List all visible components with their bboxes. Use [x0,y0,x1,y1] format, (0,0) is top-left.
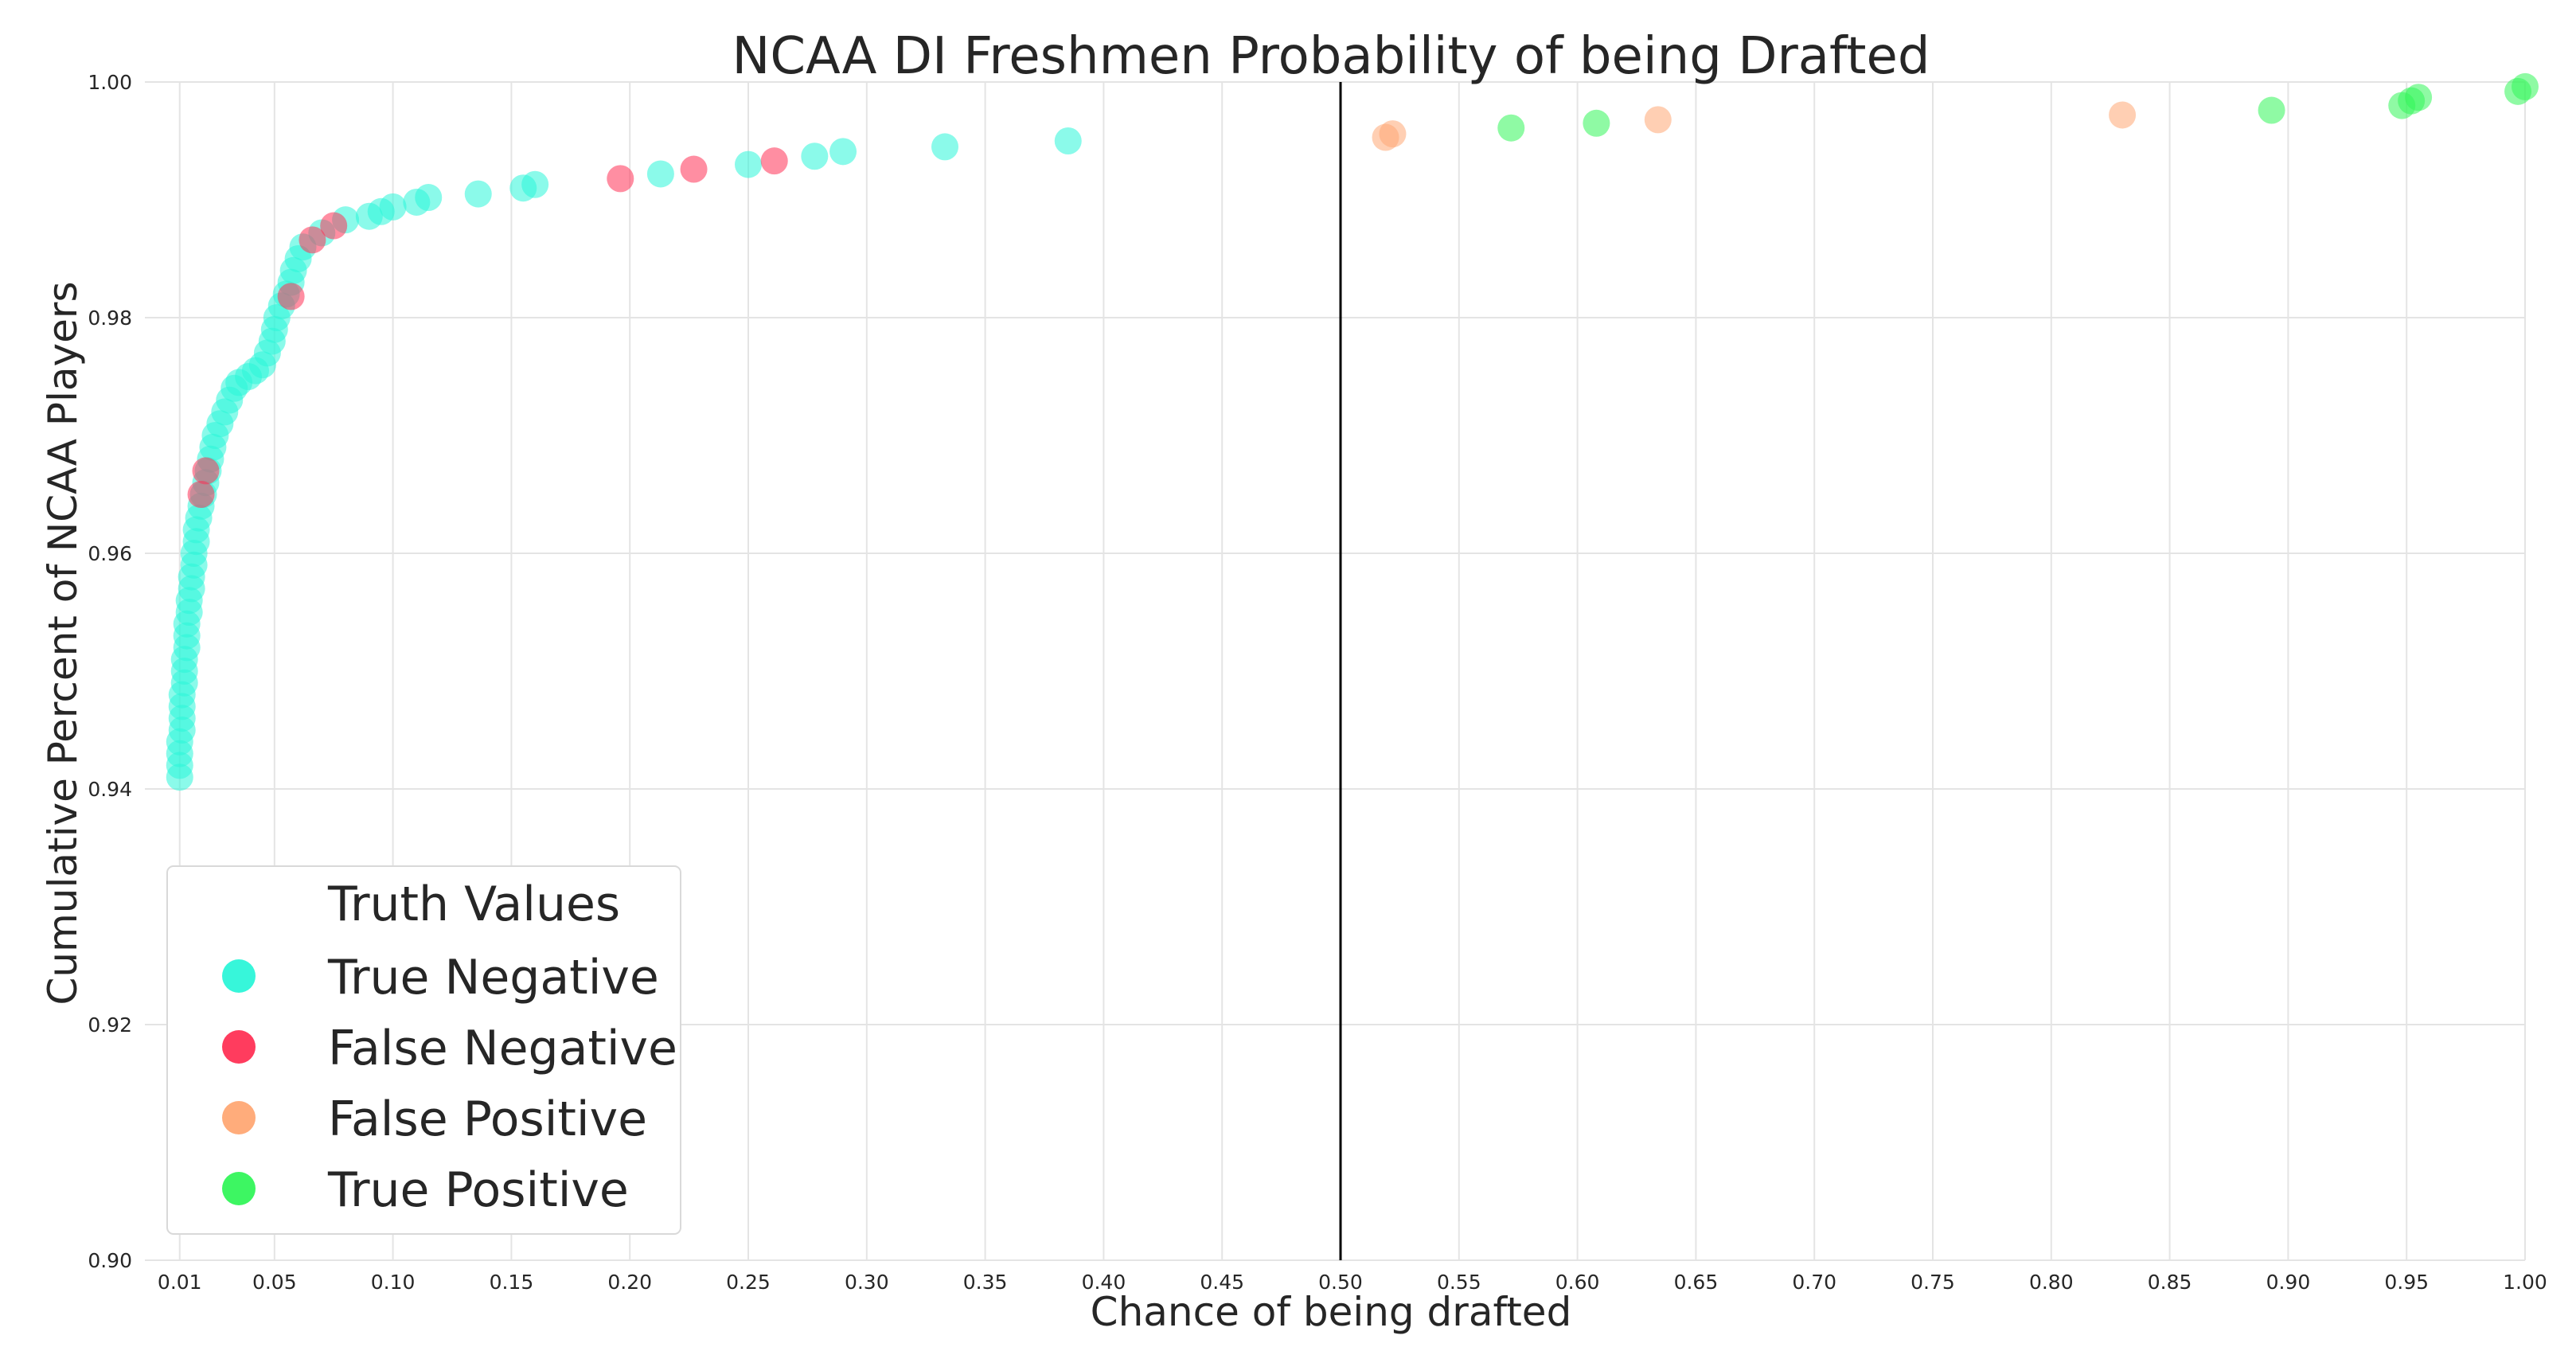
y-axis-label: Cumulative Percent of NCAA Players [40,281,86,1005]
data-point [2109,101,2137,129]
legend-label: False Positive [328,1091,647,1147]
legend-marker [222,1030,256,1064]
x-tick-label: 0.60 [1555,1271,1600,1294]
x-tick-label: 0.65 [1674,1271,1719,1294]
x-tick-label: 0.70 [1792,1271,1836,1294]
data-point [646,160,674,188]
series-true-positive [1497,72,2539,142]
data-points [166,72,2539,791]
legend-label: False Negative [328,1021,677,1076]
x-tick-label: 0.15 [490,1271,534,1294]
data-point [607,165,634,193]
x-tick-label: 0.10 [371,1271,416,1294]
x-tick-label: 0.85 [2148,1271,2192,1294]
grid-lines [145,81,2526,1261]
x-tick-label: 0.30 [845,1271,889,1294]
data-point [1644,106,1672,134]
data-point [192,457,220,485]
legend-label: True Negative [327,950,659,1005]
legend-marker [222,1101,256,1134]
data-point [320,212,348,240]
data-point [464,180,492,208]
x-tick-label: 0.75 [1911,1271,1955,1294]
x-tick-label: 0.05 [252,1271,297,1294]
data-point [299,226,326,254]
y-tick-label: 0.94 [88,778,132,801]
legend-box [166,865,681,1235]
data-point [735,150,762,178]
data-point [801,143,829,170]
series-true-negative [166,127,1082,791]
x-tick-label: 0.80 [2029,1271,2074,1294]
data-point [415,184,443,212]
x-tick-label: 0.50 [1318,1271,1363,1294]
x-tick-label: 0.90 [2266,1271,2311,1294]
series-false-positive [1372,101,2137,151]
x-tick-label: 0.55 [1437,1271,1481,1294]
data-point [1379,120,1407,148]
legend-title: Truth Values [327,877,620,932]
data-point [1054,127,1082,154]
x-axis-label: Chance of being drafted [1091,1289,1572,1335]
x-tick-label: 0.35 [963,1271,1008,1294]
y-tick-label: 1.00 [88,71,132,94]
legend-marker [222,959,256,993]
legend-marker [222,1172,256,1205]
x-tick-label: 0.20 [607,1271,652,1294]
data-point [931,133,959,161]
data-point [1583,109,1610,137]
x-tick-label: 0.95 [2384,1271,2429,1294]
x-tick-label: 0.45 [1200,1271,1244,1294]
data-point [2405,84,2433,111]
data-point [2258,96,2285,124]
y-tick-label: 0.96 [88,542,132,565]
legend-entries: True Negative False Negative False Positiv… [222,950,677,1218]
data-point [760,147,788,175]
tick-labels: 0.01 0.05 0.10 0.15 0.20 0.25 0.30 0.35 0.40 0.45… [88,71,2547,1294]
data-point [829,138,857,166]
legend: Truth Values True Negative False Negative… [166,865,681,1235]
x-tick-label: 0.40 [1082,1271,1126,1294]
series-false-negative [187,147,788,508]
y-tick-label: 0.92 [88,1013,132,1037]
chart-title: NCAA DI Freshmen Probability of being Dr… [732,27,1930,86]
data-point [379,193,407,221]
x-tick-label: 1.00 [2503,1271,2547,1294]
data-point [277,283,305,310]
data-point [521,170,549,198]
data-point [187,481,215,508]
x-tick-label: 0.25 [726,1271,771,1294]
x-tick-label: 0.01 [158,1271,202,1294]
data-point [2512,72,2539,100]
y-tick-label: 0.90 [88,1249,132,1272]
y-tick-label: 0.98 [88,307,132,330]
data-point [680,155,708,183]
legend-label: True Positive [327,1162,629,1218]
data-point [1497,114,1525,142]
